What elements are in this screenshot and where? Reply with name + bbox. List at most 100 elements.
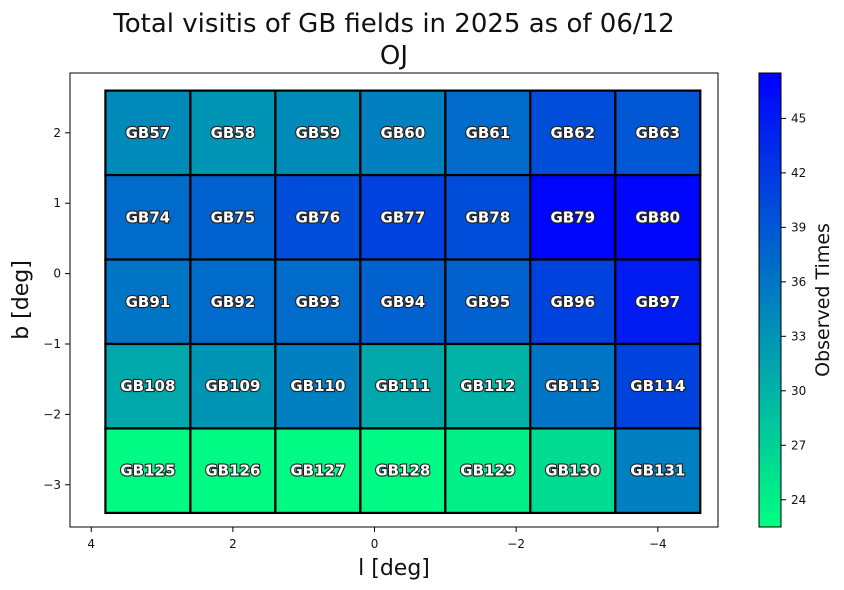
field-cell-label: GB125 [120, 462, 175, 480]
y-tick-label: 0 [53, 267, 61, 281]
field-cell-gb80: GB80 [614, 173, 702, 261]
field-cell-label: GB108 [120, 377, 175, 395]
field-cell-gb128: GB128 [359, 427, 447, 515]
field-cell-rect [444, 89, 532, 177]
field-cell-gb108: GB108 [104, 342, 192, 430]
x-axis-ticks: 4 2 0 −2 −4 [87, 527, 667, 551]
field-cell-label: GB109 [205, 377, 260, 395]
field-cell-gb57: GB57 [104, 89, 192, 177]
field-cell-gb78: GB78 [444, 173, 532, 261]
field-cell-label: GB110 [290, 377, 345, 395]
field-cell-label: GB62 [551, 124, 596, 142]
field-cell-label: GB97 [635, 293, 680, 311]
field-cell-label: GB131 [630, 462, 685, 480]
field-cell-label: GB127 [290, 462, 345, 480]
heatmap-cells: GB57 GB58 GB59 GB60 GB61 GB62 GB63 GB74 GB75 GB76… [104, 89, 702, 515]
y-axis-label: b [deg] [9, 260, 34, 340]
field-cell-rect [444, 258, 532, 346]
field-cell-rect [444, 342, 532, 430]
field-cell-rect [104, 258, 192, 346]
field-cell-gb131: GB131 [614, 427, 702, 515]
colorbar-label: Observed Times [812, 223, 834, 377]
field-cell-rect [189, 258, 277, 346]
x-tick-label: 0 [371, 537, 379, 551]
x-tick-label: −4 [649, 537, 667, 551]
field-cell-gb112: GB112 [444, 342, 532, 430]
field-cell-rect [614, 89, 702, 177]
field-cell-label: GB93 [296, 293, 341, 311]
field-cell-label: GB92 [211, 293, 256, 311]
field-cell-gb92: GB92 [189, 258, 277, 346]
field-cell-gb94: GB94 [359, 258, 447, 346]
y-tick-label: 1 [53, 196, 61, 210]
field-cell-gb79: GB79 [529, 173, 617, 261]
y-tick-label: −3 [43, 478, 61, 492]
field-cell-label: GB58 [211, 124, 256, 142]
x-axis-label: l [deg] [358, 556, 430, 581]
field-cell-gb63: GB63 [614, 89, 702, 177]
field-cell-gb60: GB60 [359, 89, 447, 177]
field-cell-rect [189, 173, 277, 261]
field-cell-label: GB128 [375, 462, 430, 480]
field-cell-gb96: GB96 [529, 258, 617, 346]
colorbar-tick-label: 36 [791, 275, 806, 289]
field-cell-gb127: GB127 [274, 427, 362, 515]
field-cell-gb111: GB111 [359, 342, 447, 430]
field-cell-label: GB111 [375, 377, 430, 395]
field-cell-gb113: GB113 [529, 342, 617, 430]
field-cell-gb93: GB93 [274, 258, 362, 346]
field-cell-gb114: GB114 [614, 342, 702, 430]
colorbar-tick-label: 45 [791, 111, 806, 125]
field-cell-rect [189, 427, 277, 515]
field-cell-label: GB63 [635, 124, 680, 142]
field-cell-label: GB96 [551, 293, 596, 311]
field-cell-rect [614, 258, 702, 346]
field-cell-gb77: GB77 [359, 173, 447, 261]
field-cell-gb62: GB62 [529, 89, 617, 177]
field-cell-rect [529, 173, 617, 261]
field-cell-label: GB126 [205, 462, 260, 480]
field-cell-gb95: GB95 [444, 258, 532, 346]
field-cell-rect [529, 427, 617, 515]
field-cell-label: GB75 [211, 208, 256, 226]
field-cell-label: GB129 [460, 462, 515, 480]
field-cell-label: GB114 [630, 377, 685, 395]
field-cell-rect [274, 258, 362, 346]
field-cell-rect [529, 342, 617, 430]
field-cell-gb130: GB130 [529, 427, 617, 515]
colorbar-ticks: 24 27 30 33 36 39 42 45 [781, 111, 806, 507]
field-cell-gb58: GB58 [189, 89, 277, 177]
chart-title: Total visitis of GB fields in 2025 as of… [112, 9, 674, 39]
x-tick-label: 4 [87, 537, 95, 551]
field-cell-gb74: GB74 [104, 173, 192, 261]
field-cell-label: GB60 [381, 124, 426, 142]
field-cell-gb61: GB61 [444, 89, 532, 177]
field-cell-gb110: GB110 [274, 342, 362, 430]
field-cell-rect [529, 258, 617, 346]
field-cell-gb76: GB76 [274, 173, 362, 261]
field-cell-label: GB91 [126, 293, 171, 311]
field-cell-rect [104, 342, 192, 430]
field-cell-label: GB95 [466, 293, 511, 311]
field-cell-rect [614, 342, 702, 430]
colorbar-tick-label: 42 [791, 166, 806, 180]
field-cell-label: GB80 [635, 208, 680, 226]
colorbar-tick-label: 33 [791, 329, 806, 343]
colorbar-tick-label: 24 [791, 493, 806, 507]
field-cell-gb91: GB91 [104, 258, 192, 346]
y-tick-label: −2 [43, 407, 61, 421]
field-cell-label: GB113 [545, 377, 600, 395]
field-cell-gb97: GB97 [614, 258, 702, 346]
field-cell-gb129: GB129 [444, 427, 532, 515]
field-cell-label: GB94 [381, 293, 426, 311]
colorbar-tick-label: 30 [791, 384, 806, 398]
y-axis-ticks: 2 1 0 −1 −2 −3 [43, 126, 70, 492]
field-cell-rect [614, 427, 702, 515]
colorbar [758, 72, 782, 528]
field-cell-label: GB77 [381, 208, 426, 226]
field-cell-gb126: GB126 [189, 427, 277, 515]
colorbar-tick-label: 27 [791, 438, 806, 452]
field-cell-label: GB74 [126, 208, 171, 226]
field-cell-label: GB78 [466, 208, 511, 226]
